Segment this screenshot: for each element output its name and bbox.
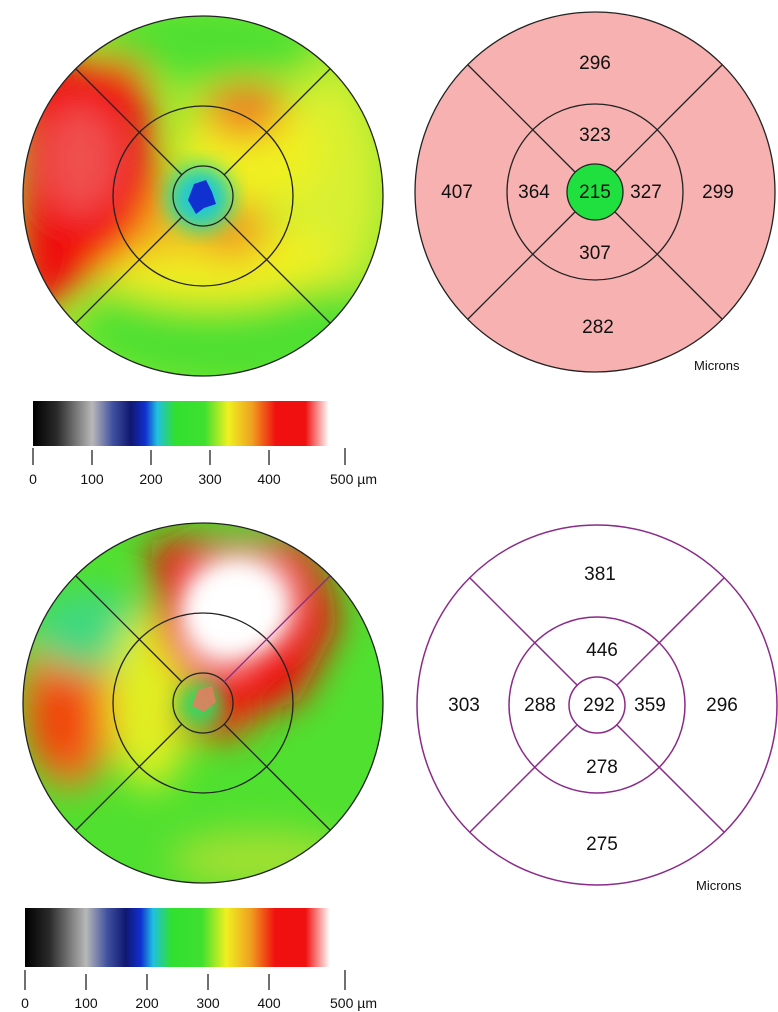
scale-tick-0: 0 bbox=[29, 471, 37, 487]
outer-nasal-value: 407 bbox=[441, 182, 473, 203]
central-subfield-value: 292 bbox=[583, 695, 615, 716]
outer-inferior-value: 282 bbox=[582, 317, 614, 338]
scale-tick-100: 100 bbox=[74, 995, 98, 1011]
central-subfield-value: 215 bbox=[579, 182, 611, 203]
scale-tick-400: 400 bbox=[257, 471, 281, 487]
inner-superior-value: 323 bbox=[579, 125, 611, 146]
outer-nasal-value: 303 bbox=[448, 695, 480, 716]
inner-superior-value: 446 bbox=[586, 640, 618, 661]
scale-tick-400: 400 bbox=[257, 995, 281, 1011]
color-scale-bar bbox=[25, 908, 330, 967]
scale-tick-200: 200 bbox=[135, 995, 159, 1011]
inner-temporal-value: 359 bbox=[634, 695, 666, 716]
color-scale-1: 0 100 200 300 400 500 µm bbox=[29, 401, 377, 487]
inner-nasal-value: 288 bbox=[524, 695, 556, 716]
outer-superior-value: 296 bbox=[579, 53, 611, 74]
microns-label: Microns bbox=[696, 878, 742, 893]
etdrs-map-1: 296 323 407 364 215 327 299 307 282 Micr… bbox=[414, 11, 776, 373]
scale-tick-300: 300 bbox=[196, 995, 220, 1011]
thickness-heatmap-2 bbox=[22, 522, 384, 884]
scale-tick-300: 300 bbox=[198, 471, 222, 487]
color-scale-2: 0 100 200 300 400 500 µm bbox=[21, 908, 377, 1011]
outer-temporal-value: 296 bbox=[706, 695, 738, 716]
inner-nasal-value: 364 bbox=[518, 182, 550, 203]
outer-temporal-value: 299 bbox=[702, 182, 734, 203]
outer-inferior-value: 275 bbox=[586, 834, 618, 855]
microns-label: Microns bbox=[694, 358, 740, 373]
inner-inferior-value: 307 bbox=[579, 243, 611, 264]
scale-tick-100: 100 bbox=[80, 471, 104, 487]
color-scale-bar bbox=[33, 401, 329, 446]
inner-inferior-value: 278 bbox=[586, 757, 618, 778]
thickness-heatmap-1 bbox=[22, 15, 384, 377]
scale-tick-200: 200 bbox=[139, 471, 163, 487]
scale-tick-500: 500 µm bbox=[330, 471, 377, 487]
outer-superior-value: 381 bbox=[584, 564, 616, 585]
inner-temporal-value: 327 bbox=[630, 182, 662, 203]
etdrs-map-2: 381 446 303 288 292 359 296 278 275 Micr… bbox=[416, 524, 778, 893]
scale-tick-500: 500 µm bbox=[330, 995, 377, 1011]
scale-tick-0: 0 bbox=[21, 995, 29, 1011]
